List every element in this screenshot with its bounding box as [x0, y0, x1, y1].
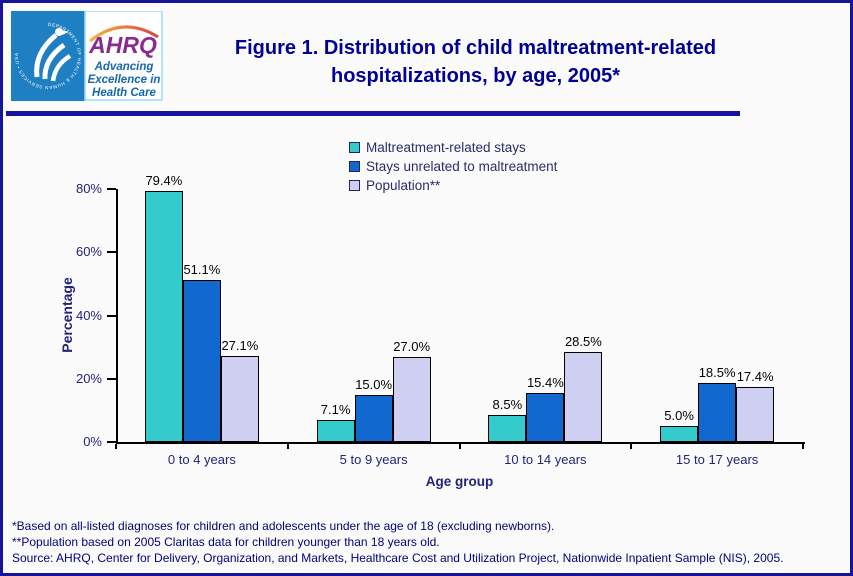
x-axis-title: Age group — [425, 474, 494, 489]
legend-label: Maltreatment-related stays — [366, 140, 526, 155]
bar — [698, 383, 737, 442]
x-tick-mark — [115, 444, 117, 449]
bar-value-label: 27.1% — [221, 338, 259, 354]
bar — [736, 386, 775, 442]
bar-value-label: 5.0% — [664, 408, 694, 424]
y-axis-title: Percentage — [59, 277, 75, 353]
bar — [316, 419, 355, 442]
ahrq-acronym-text: AHRQ — [88, 32, 157, 58]
svg-text:Advancing: Advancing — [94, 61, 154, 73]
category-label: 5 to 9 years — [339, 452, 408, 467]
bar — [144, 190, 183, 442]
bar-value-label: 27.0% — [393, 338, 431, 354]
figure-title-line1: Figure 1. Distribution of child maltreat… — [234, 37, 717, 59]
bar — [182, 280, 221, 442]
footnote-line: **Population based on 2005 Claritas data… — [12, 535, 440, 549]
legend-item: Population** — [349, 176, 557, 195]
bar-value-label: 18.5% — [698, 365, 736, 381]
hhs-logo-background — [11, 11, 85, 101]
x-tick-mark — [630, 444, 633, 449]
y-tick-mark — [107, 441, 116, 443]
ahrq-hhs-logo: DEPARTMENT OF HEALTH & HUMAN SERVICES • … — [11, 10, 163, 101]
bar — [488, 415, 527, 442]
plot-area — [116, 189, 805, 444]
ahrq-hhs-logo-graphic: DEPARTMENT OF HEALTH & HUMAN SERVICES • … — [11, 10, 163, 101]
y-tick-label: 20% — [75, 370, 102, 386]
bar-value-label: 7.1% — [320, 401, 351, 417]
legend: Maltreatment-related stays Stays unrelate… — [349, 138, 557, 195]
legend-item: Maltreatment-related stays — [349, 138, 557, 157]
ahrq-tagline: Advancing Excellence in Health Care — [88, 61, 161, 99]
bar — [220, 356, 259, 442]
x-tick-mark — [802, 444, 804, 449]
y-tick-mark — [107, 377, 116, 380]
y-tick-label: 80% — [75, 181, 102, 196]
footnotes: *Based on all-listed diagnoses for child… — [12, 518, 847, 566]
legend-swatch-icon — [349, 180, 360, 191]
ahrq-swoosh-icon — [89, 25, 159, 43]
bar-value-label: 8.5% — [492, 397, 523, 413]
category-label: 10 to 14 years — [504, 452, 587, 467]
hhs-eagle-icon — [34, 28, 72, 82]
y-tick-mark — [107, 188, 116, 190]
category-label: 15 to 17 years — [675, 452, 759, 467]
legend-item: Stays unrelated to maltreatment — [349, 157, 557, 176]
x-tick-mark — [286, 444, 289, 449]
figure-title: Figure 1. Distribution of child maltreat… — [168, 34, 783, 90]
bar — [526, 393, 565, 442]
legend-label: Stays unrelated to maltreatment — [366, 159, 558, 174]
bar-value-label: 15.0% — [355, 376, 393, 392]
y-tick-mark — [107, 251, 116, 254]
bar-value-label: 79.4% — [145, 172, 183, 188]
bar-value-label: 15.4% — [526, 375, 564, 391]
bar-value-label: 28.5% — [564, 333, 602, 349]
svg-text:Health Care: Health Care — [92, 87, 157, 99]
legend-swatch-icon — [349, 161, 360, 172]
svg-text:Excellence in: Excellence in — [88, 74, 161, 86]
bar-value-label: 17.4% — [736, 368, 774, 384]
y-tick-mark — [107, 314, 116, 317]
legend-label: Population** — [366, 178, 441, 193]
footnote-line: Source: AHRQ, Center for Delivery, Organ… — [12, 551, 784, 565]
y-tick-label: 40% — [75, 307, 102, 323]
bar — [392, 356, 431, 442]
bar-value-label: 51.1% — [183, 262, 221, 278]
bar — [354, 394, 393, 442]
footnote-line: *Based on all-listed diagnoses for child… — [12, 519, 555, 533]
category-label: 0 to 4 years — [167, 452, 236, 467]
bar — [660, 426, 699, 442]
bar — [564, 351, 603, 442]
y-tick-label: 60% — [75, 244, 102, 260]
x-tick-mark — [458, 444, 461, 449]
y-tick-label: 0% — [83, 434, 102, 449]
header-divider — [6, 111, 740, 116]
legend-swatch-icon — [349, 142, 360, 153]
figure-title-line2: hospitalizations, by age, 2005* — [331, 65, 620, 87]
